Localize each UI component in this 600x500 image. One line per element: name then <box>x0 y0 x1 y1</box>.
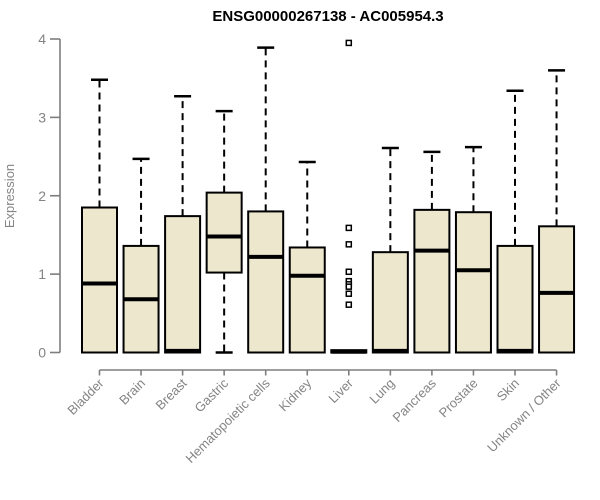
y-tick-label-3: 3 <box>38 109 46 125</box>
boxes-group <box>81 39 576 354</box>
x-tick-label-bladder: Bladder <box>64 375 107 418</box>
y-tick-label-2: 2 <box>38 188 46 204</box>
x-tick-label-breast: Breast <box>153 375 190 412</box>
box-gastric <box>205 109 243 354</box>
iqr-box-lung <box>371 251 409 354</box>
y-tick-label-1: 1 <box>38 266 46 282</box>
iqr-box-bladder <box>81 206 118 354</box>
box-pancreas <box>413 150 451 354</box>
outlier-point-liver-0 <box>345 39 353 47</box>
box-hematopoietic-cells <box>247 46 285 354</box>
iqr-box-hematopoietic-cells <box>247 210 285 354</box>
x-tick-label-unknown-other: Unknown / Other <box>484 375 564 455</box>
x-tick-label-gastric: Gastric <box>192 375 232 415</box>
x-tick-label-liver: Liver <box>325 375 356 406</box>
iqr-box-kidney <box>288 246 326 354</box>
box-bladder <box>81 78 118 354</box>
box-breast <box>164 94 202 354</box>
outlier-point-liver-3 <box>345 268 353 276</box>
x-tick-label-skin: Skin <box>494 376 522 404</box>
chart-title: ENSG00000267138 - AC005954.3 <box>212 8 443 25</box>
x-tick-label-lung: Lung <box>366 376 397 407</box>
x-tick-label-kidney: Kidney <box>276 375 315 414</box>
iqr-box-unknown-other <box>538 225 576 354</box>
box-lung <box>371 146 409 354</box>
x-tick-label-prostate: Prostate <box>436 376 481 421</box>
iqr-box-skin <box>496 244 534 354</box>
y-tick-label-4: 4 <box>38 31 46 47</box>
box-prostate <box>454 145 492 354</box>
box-brain <box>122 157 160 354</box>
outlier-point-liver-6 <box>345 283 353 290</box>
box-liver <box>330 39 368 354</box>
outlier-point-liver-1 <box>345 224 353 232</box>
y-axis: 0 1 2 3 4 <box>38 31 61 361</box>
x-tick-label-brain: Brain <box>116 376 148 408</box>
x-tick-label-pancreas: Pancreas <box>390 375 440 425</box>
iqr-box-breast <box>164 215 202 354</box>
y-tick-label-0: 0 <box>38 345 46 361</box>
iqr-box-prostate <box>454 211 492 354</box>
box-kidney <box>288 160 326 354</box>
outlier-point-liver-2 <box>345 241 353 248</box>
box-unknown-other <box>538 69 576 354</box>
iqr-box-gastric <box>205 191 243 274</box>
outlier-point-liver-8 <box>345 301 353 308</box>
iqr-box-pancreas <box>413 208 451 354</box>
y-axis-label: Expression <box>2 164 17 228</box>
box-skin <box>496 89 534 354</box>
outlier-point-liver-7 <box>345 290 353 297</box>
